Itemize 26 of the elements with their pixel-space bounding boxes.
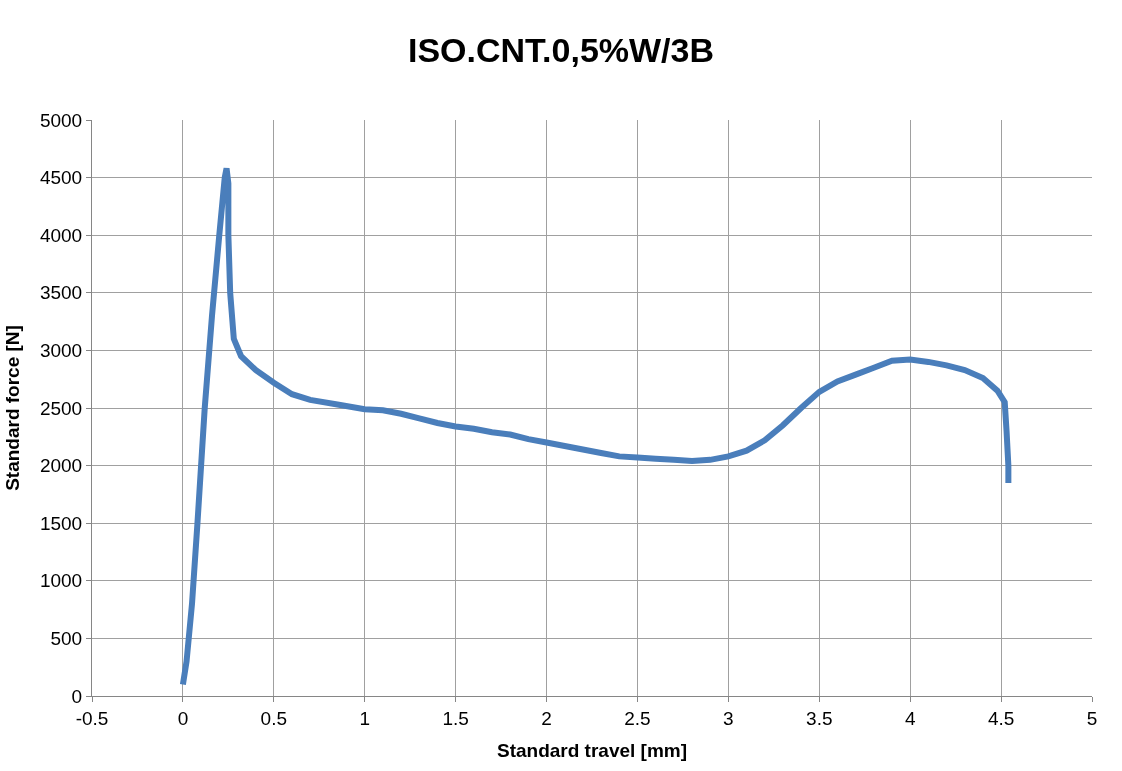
x-tick-label: 5 — [1086, 707, 1098, 729]
x-tick-label: 0 — [177, 707, 189, 729]
y-tick-label: 2500 — [39, 397, 83, 419]
y-axis-title: Standard force [N] — [1, 325, 23, 491]
x-axis-title: Standard travel [mm] — [496, 739, 688, 761]
x-tick-label: 4.5 — [987, 707, 1015, 729]
x-tick-label: 0.5 — [260, 707, 288, 729]
chart-title: ISO.CNT.0,5%W/3B — [407, 31, 715, 70]
y-tick-label: 1500 — [39, 512, 83, 534]
x-tick-label: -0.5 — [75, 707, 109, 729]
y-tick-label: 0 — [71, 685, 83, 707]
x-tick-label: 1 — [359, 707, 371, 729]
y-tick-label: 3000 — [39, 340, 83, 362]
x-tick-label: 3.5 — [806, 707, 833, 729]
y-tick-label: 1000 — [39, 570, 83, 592]
y-tick-label: 3500 — [39, 282, 83, 304]
x-tick-label: 1.5 — [442, 707, 469, 729]
y-tick-label: 4500 — [39, 167, 83, 189]
x-tick-label: 2 — [541, 707, 552, 729]
x-tick-label: 4 — [904, 707, 916, 729]
x-tick-label: 2.5 — [624, 707, 651, 729]
y-tick-label: 500 — [50, 628, 83, 650]
y-tick-label: 4000 — [39, 224, 83, 246]
y-tick-label: 2000 — [39, 455, 83, 477]
x-tick-label: 3 — [723, 707, 734, 729]
y-tick-label: 5000 — [39, 109, 83, 131]
